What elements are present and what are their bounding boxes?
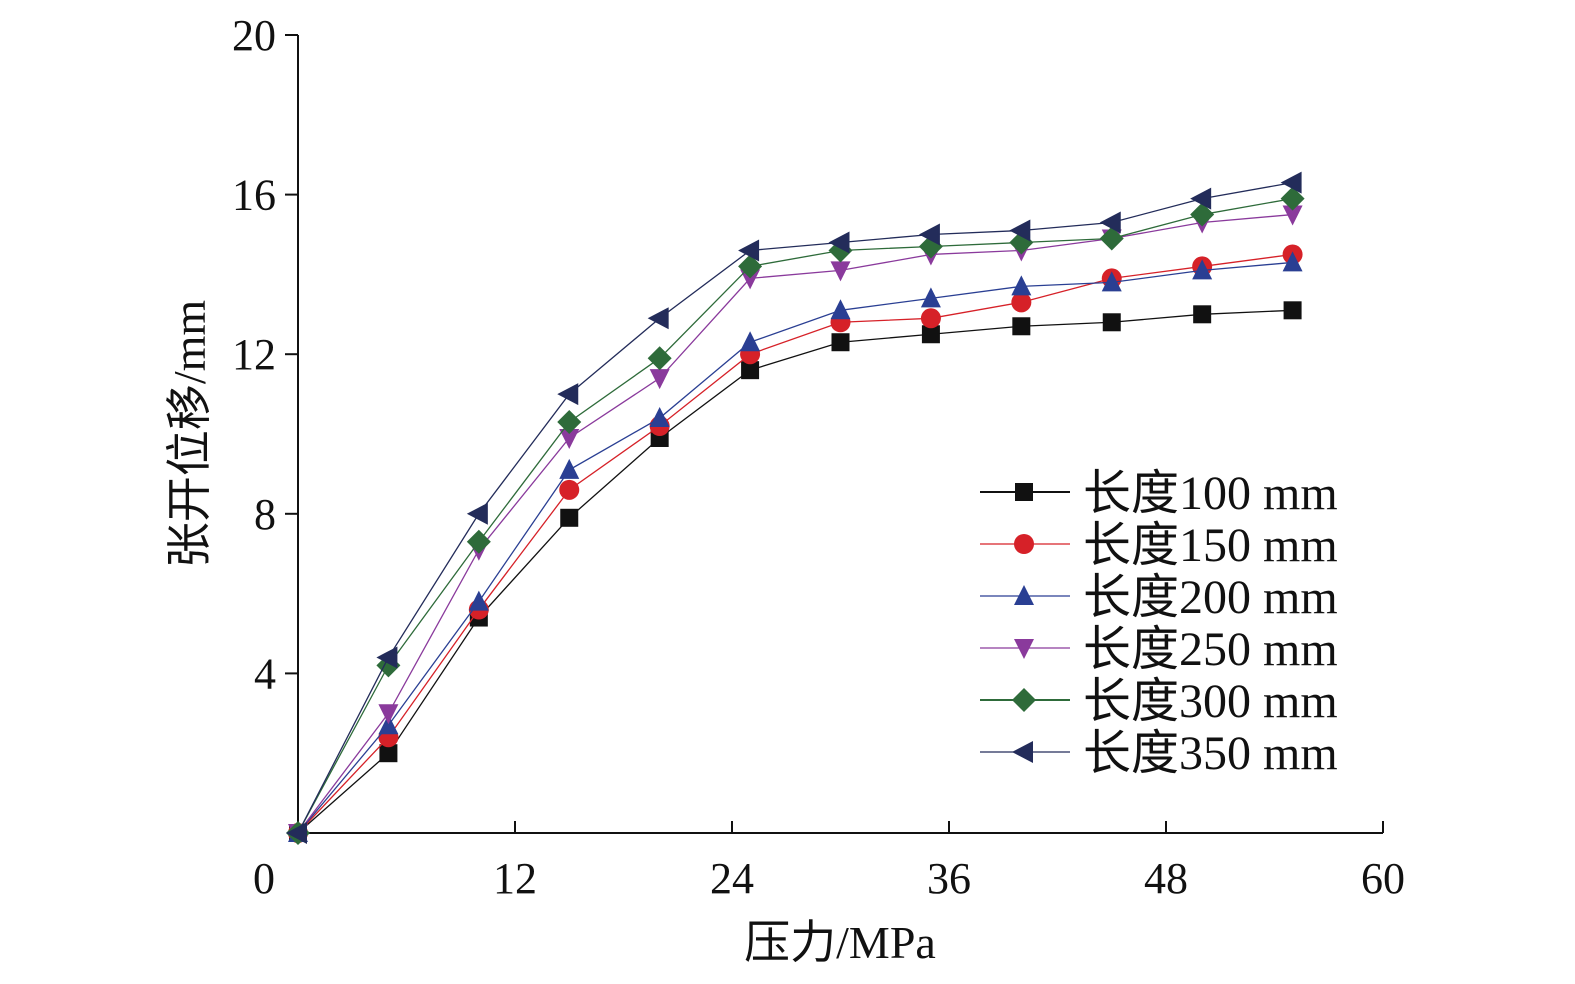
data-point [918,223,940,246]
data-point [1282,251,1303,272]
series-group [286,171,1305,845]
y-tick-label: 12 [232,330,276,379]
y-tick-label: 16 [232,171,276,220]
legend-label: 长度200 mm [1083,571,1338,624]
data-point [1101,271,1122,292]
x-axis-label: 压力/MPa [744,917,936,968]
data-point [557,410,582,435]
x-tick-label: 36 [927,854,971,903]
data-point [1011,275,1032,296]
data-point [738,239,760,262]
data-point [1190,202,1215,227]
data-point [647,346,672,371]
data-point [557,383,579,406]
data-point [1280,171,1302,194]
x-tick-label: 60 [1361,854,1405,903]
data-point [466,502,488,525]
legend-label: 长度300 mm [1083,675,1338,728]
series-line [297,309,1293,834]
data-point [378,704,399,725]
data-point [1009,230,1034,255]
data-point [828,231,850,254]
data-point [560,508,579,527]
series-line [297,197,1293,834]
data-point [1099,211,1121,234]
data-point [831,333,850,352]
legend-marker-icon [1014,585,1034,605]
data-point [1283,301,1302,320]
legend-label: 长度250 mm [1083,623,1338,676]
series-3 [288,251,1303,842]
legend-label: 长度350 mm [1083,727,1338,780]
data-point [738,254,763,279]
x-tick-label: 12 [493,854,537,903]
legend-marker-icon [1012,688,1036,712]
legend-marker-icon [1014,639,1034,659]
data-point [921,325,940,344]
data-point [647,307,669,330]
data-point [559,479,580,500]
x-tick-label: 24 [710,854,754,903]
legend-label: 长度100 mm [1083,467,1338,520]
data-point [1190,187,1212,210]
data-point [559,458,580,479]
data-point [379,744,398,763]
legend-marker-icon [1015,483,1033,501]
data-point [559,428,580,449]
data-point [649,369,670,390]
legend-item: 长度100 mm [980,467,1338,520]
data-point [920,308,941,329]
legend-label: 长度150 mm [1083,519,1338,572]
data-point [741,361,760,380]
data-point [286,822,307,844]
y-tick-label: 8 [254,490,276,539]
y-axis-label: 张开位移/mm [164,300,215,569]
data-point [466,529,491,554]
data-point [1102,313,1121,332]
legend-item: 长度250 mm [980,623,1338,676]
data-point [740,331,761,352]
data-point [468,590,489,611]
data-point [1012,317,1031,336]
data-point [1009,219,1031,242]
data-point [830,299,851,320]
series-line [297,181,1293,834]
data-point [920,287,941,308]
x-tick-label: 48 [1144,854,1188,903]
data-point [376,646,398,669]
data-point [1011,292,1032,313]
series-line [297,213,1293,834]
legend-item: 长度350 mm [980,727,1338,780]
legend-marker-icon [1014,534,1034,554]
legend-item: 长度200 mm [980,571,1338,624]
legend-item: 长度300 mm [980,675,1338,728]
legend-marker-icon [1012,741,1033,763]
series-line [297,253,1293,834]
series-line [297,261,1293,834]
data-point [1280,186,1305,211]
data-point [740,269,761,290]
data-point [1282,205,1303,226]
data-point [1099,226,1124,251]
x-tick-label: 0 [253,854,275,903]
legend-item: 长度150 mm [980,519,1338,572]
data-point [649,407,670,428]
y-tick-label: 20 [232,11,276,60]
y-tick-label: 4 [254,649,276,698]
data-point [830,261,851,282]
data-point [1192,259,1213,280]
series-6 [286,171,1302,844]
data-point [1193,305,1212,324]
